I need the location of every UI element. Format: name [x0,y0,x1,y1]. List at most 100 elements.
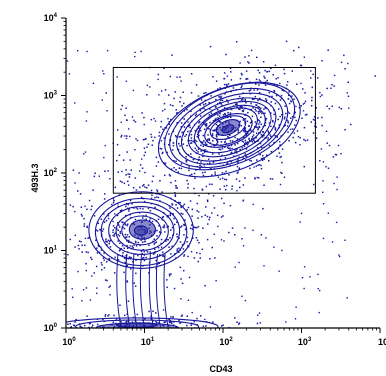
event-dot [180,278,182,280]
event-dot [253,166,255,168]
event-dot [128,208,130,210]
event-dot [185,134,188,136]
event-dot [340,61,343,63]
event-dot [175,187,177,189]
event-dot [180,212,182,215]
event-dot [199,257,201,259]
event-dot [152,331,154,333]
event-dot [127,300,130,302]
event-dot [250,160,253,162]
event-dot [300,64,303,67]
event-dot [98,245,100,248]
event-dot [212,76,214,78]
event-dot [264,69,266,72]
event-dot [83,223,86,225]
event-dot [113,272,116,274]
event-dot [117,259,120,261]
event-dot [105,219,108,222]
event-dot [160,140,163,142]
event-dot [185,161,188,163]
event-dot [111,203,113,206]
event-dot [279,144,281,146]
event-dot [124,314,126,317]
event-dot [242,109,245,111]
event-dot [162,128,164,130]
event-dot [70,326,72,328]
event-dot [248,138,250,140]
event-dot [127,180,129,183]
event-dot [149,332,151,334]
contours [66,81,301,328]
event-dot [156,235,158,237]
event-dot [174,223,176,226]
event-dot [321,60,323,62]
event-dot [227,147,230,149]
event-dot [180,126,182,128]
event-dot [129,173,131,176]
event-dot [175,160,177,162]
event-dot [255,126,257,128]
event-dot [338,255,341,258]
event-dot [74,102,76,104]
event-dot [194,114,197,117]
event-dot [153,117,155,120]
event-dot [58,329,60,331]
event-dot [145,330,147,332]
event-dot [96,323,99,326]
event-dot [146,146,148,148]
event-dot [320,148,323,150]
event-dot [78,240,81,242]
event-dot [107,217,110,220]
event-dot [302,110,305,112]
event-dot [255,83,257,85]
event-dot [218,95,220,98]
event-dot [265,98,267,100]
event-dot [164,338,166,340]
event-dot [213,233,215,235]
event-dot [286,84,288,86]
event-dot [229,112,232,114]
event-dot [181,282,184,285]
event-dot [214,128,216,131]
event-dot [132,260,134,263]
event-dot [319,91,321,94]
event-dot [112,220,114,223]
event-dot [77,244,80,247]
event-dot [119,232,122,235]
event-dot [302,88,304,90]
event-dot [123,257,126,259]
event-dot [114,227,116,229]
event-dot [242,184,245,186]
event-dot [205,123,207,126]
event-dot [283,72,286,75]
event-dot [220,99,222,101]
event-dot [54,332,56,334]
event-dot [284,116,286,118]
event-dot [175,109,177,111]
event-dot [186,179,188,182]
event-dot [236,165,239,168]
event-dot [199,109,202,112]
event-dot [340,153,342,155]
event-dot [214,173,216,175]
event-dot [229,149,231,151]
event-dot [140,196,143,199]
event-dot [191,173,193,176]
event-dot [126,281,129,283]
event-dot [137,254,139,257]
event-dot [86,111,88,113]
event-dot [231,227,234,229]
event-dot [298,46,300,49]
event-dot [182,91,184,93]
event-dot [236,142,239,145]
event-dot [161,216,164,219]
event-dot [128,128,130,130]
event-dot [260,133,263,136]
event-dot [143,147,146,149]
event-dot [180,167,183,170]
event-dot [18,331,20,333]
event-dot [244,122,246,125]
event-dot [326,142,328,144]
event-dot [178,136,180,138]
event-dot [157,246,160,249]
